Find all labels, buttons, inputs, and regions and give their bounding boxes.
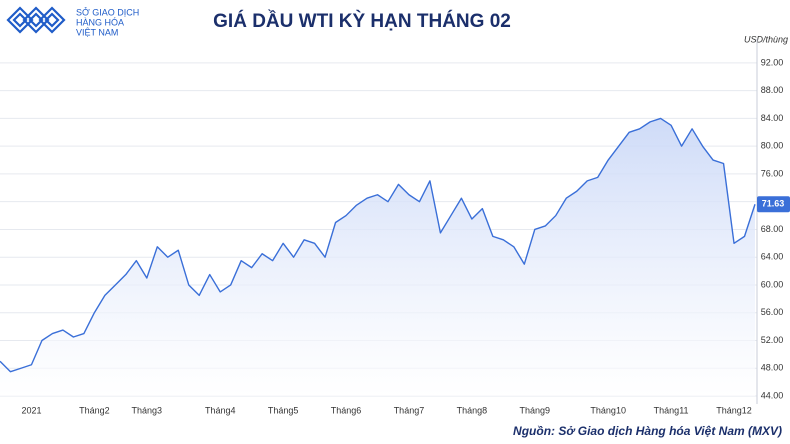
x-tick-label: Tháng5	[268, 405, 299, 415]
x-tick-label: Tháng4	[205, 405, 236, 415]
logo-text: SỞ GIAO DỊCH	[76, 6, 139, 17]
x-tick-label: 2021	[21, 405, 41, 415]
last-value-label: 71.63	[762, 199, 785, 209]
x-tick-label: Tháng11	[654, 405, 689, 415]
x-tick-label: Tháng2	[79, 405, 110, 415]
line	[0, 117, 756, 373]
logo: SỞ GIAO DỊCH HÀNG HÓA VIỆT NAM	[6, 6, 139, 37]
chart-title: GIÁ DẦU WTI KỲ HẠN THÁNG 02	[213, 10, 511, 32]
x-tick-label: Tháng12	[716, 405, 752, 415]
logo-text: VIỆT NAM	[76, 27, 118, 37]
y-tick-label: 56.00	[761, 307, 784, 317]
x-tick-label: Tháng9	[520, 405, 551, 415]
x-tick-label: Tháng7	[394, 405, 425, 415]
area	[0, 118, 755, 397]
y-tick-label: 60.00	[761, 279, 784, 289]
logo-icon	[6, 6, 66, 34]
source: Nguồn: Sở Giao dịch Hàng hóa Việt Nam (M…	[513, 424, 782, 438]
x-tick-label: Tháng6	[331, 405, 362, 415]
x-tick-label: Tháng10	[590, 405, 626, 415]
y-tick-label: 52.00	[761, 335, 784, 345]
y-tick-label: 48.00	[761, 363, 784, 373]
y-tick-label: 88.00	[761, 85, 784, 95]
y-axis-label: USD/thùng	[744, 34, 788, 44]
x-tick-label: Tháng3	[132, 405, 163, 415]
y-tick-label: 64.00	[761, 252, 784, 262]
y-tick-label: 84.00	[761, 113, 784, 123]
x-tick-label: Tháng8	[457, 405, 488, 415]
last-value-badge	[757, 196, 790, 213]
y-tick-label: 76.00	[761, 168, 784, 178]
y-tick-label: 80.00	[761, 141, 784, 151]
logo-text: HÀNG HÓA	[76, 17, 124, 27]
y-tick-label: 44.00	[761, 390, 784, 400]
y-tick-label: 68.00	[761, 224, 784, 234]
y-tick-label: 92.00	[761, 57, 784, 67]
